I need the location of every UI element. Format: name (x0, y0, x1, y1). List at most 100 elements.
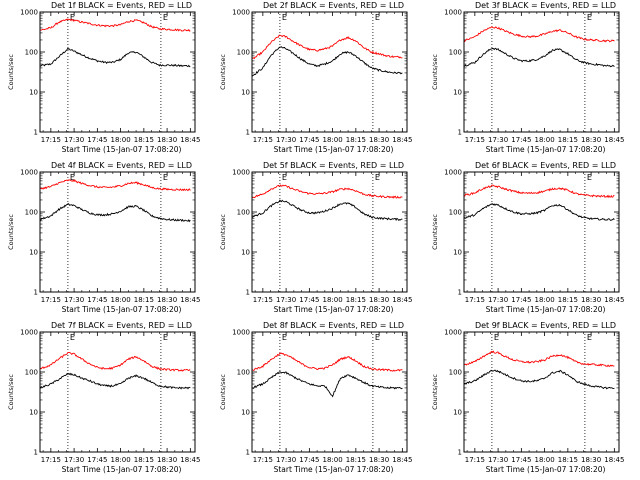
y-tick-label: 10 (453, 409, 462, 417)
plot-frame (463, 171, 620, 293)
y-tick-label: 1000 (232, 169, 250, 177)
event-marker-label: E (375, 333, 380, 342)
x-tick-label: 18:00 (535, 456, 555, 464)
x-tick-label: 18:00 (111, 296, 131, 304)
y-tick-label: 10 (29, 89, 38, 97)
lld-series-line (39, 179, 191, 192)
x-tick-label: 18:15 (134, 136, 154, 144)
events-series-line (463, 203, 615, 221)
plot-frame (463, 11, 620, 133)
event-marker-label: E (587, 333, 592, 342)
y-axis-label: Counts/sec (219, 54, 227, 90)
x-tick-label: 17:15 (41, 136, 61, 144)
events-series-line (39, 372, 191, 390)
y-tick-label: 100 (449, 209, 462, 217)
y-tick-label: 1 (246, 449, 250, 457)
event-marker-label: E (70, 173, 75, 182)
x-tick-label: 17:15 (465, 296, 485, 304)
x-tick-label: 17:30 (64, 296, 84, 304)
y-tick-label: 100 (449, 49, 462, 57)
x-axis-label: Start Time (15-Jan-07 17:08:20) (62, 305, 182, 314)
event-marker-label: E (163, 333, 168, 342)
y-tick-label: 1 (34, 129, 38, 137)
events-series-line (39, 203, 191, 223)
detector-panel-3: Det 3f BLACK = Events, RED = LLD Counts/s… (431, 1, 624, 154)
y-tick-label: 100 (237, 369, 250, 377)
x-axis-label: Start Time (15-Jan-07 17:08:20) (274, 305, 394, 314)
lld-series-line (463, 350, 615, 367)
x-tick-label: 18:30 (157, 456, 177, 464)
lld-series-line (251, 352, 403, 372)
x-axis-label: Start Time (15-Jan-07 17:08:20) (486, 145, 606, 154)
y-tick-label: 1 (458, 289, 462, 297)
x-tick-label: 18:30 (157, 296, 177, 304)
plot-frame (251, 171, 408, 293)
x-tick-label: 17:45 (87, 296, 107, 304)
detector-panel-9: Det 9f BLACK = Events, RED = LLD Counts/s… (431, 321, 624, 474)
events-series-line (463, 47, 615, 68)
x-tick-label: 18:00 (323, 296, 343, 304)
event-marker-label: E (494, 173, 499, 182)
event-marker-label: E (282, 173, 287, 182)
x-tick-label: 18:30 (369, 296, 389, 304)
y-tick-label: 1 (246, 289, 250, 297)
event-marker-label: E (163, 173, 168, 182)
x-tick-label: 17:30 (488, 456, 508, 464)
x-tick-label: 18:00 (535, 296, 555, 304)
x-tick-label: 18:30 (581, 456, 601, 464)
panel-title: Det 9f BLACK = Events, RED = LLD (475, 321, 616, 330)
x-tick-label: 18:15 (558, 136, 578, 144)
events-series-line (251, 46, 403, 77)
y-axis-label: Counts/sec (219, 214, 227, 250)
x-tick-label: 18:15 (134, 456, 154, 464)
y-tick-label: 1000 (20, 9, 38, 17)
event-marker-label: E (163, 13, 168, 22)
x-tick-label: 18:15 (346, 456, 366, 464)
x-tick-label: 17:15 (253, 456, 273, 464)
x-tick-label: 18:15 (346, 136, 366, 144)
y-tick-label: 1000 (232, 329, 250, 337)
x-tick-label: 18:45 (392, 456, 412, 464)
x-tick-label: 17:30 (64, 456, 84, 464)
x-tick-label: 17:30 (488, 136, 508, 144)
y-tick-label: 100 (25, 369, 38, 377)
x-tick-label: 18:15 (558, 296, 578, 304)
x-tick-label: 18:45 (604, 456, 624, 464)
x-tick-label: 18:00 (535, 136, 555, 144)
y-tick-label: 10 (29, 249, 38, 257)
lld-series-line (39, 18, 191, 32)
panel-title: Det 7f BLACK = Events, RED = LLD (51, 321, 192, 330)
x-tick-label: 18:30 (581, 296, 601, 304)
event-marker-label: E (494, 333, 499, 342)
x-tick-label: 18:45 (604, 296, 624, 304)
y-tick-label: 1 (246, 129, 250, 137)
x-tick-label: 18:15 (346, 296, 366, 304)
y-axis-label: Counts/sec (219, 374, 227, 410)
x-tick-label: 18:45 (180, 136, 200, 144)
lld-series-line (39, 351, 191, 372)
y-tick-label: 1 (34, 289, 38, 297)
x-tick-label: 18:00 (323, 456, 343, 464)
lld-series-line (251, 34, 403, 60)
detector-panel-7: Det 7f BLACK = Events, RED = LLD Counts/s… (7, 321, 200, 474)
panel-title: Det 2f BLACK = Events, RED = LLD (263, 1, 404, 10)
y-axis-label: Counts/sec (7, 214, 15, 250)
events-series-line (251, 199, 403, 222)
lld-series-line (251, 184, 403, 199)
y-tick-label: 1000 (444, 329, 462, 337)
x-tick-label: 18:45 (180, 296, 200, 304)
y-axis-label: Counts/sec (431, 374, 439, 410)
x-axis-label: Start Time (15-Jan-07 17:08:20) (62, 145, 182, 154)
event-marker-label: E (587, 13, 592, 22)
x-tick-label: 18:30 (369, 456, 389, 464)
y-tick-label: 1000 (444, 9, 462, 17)
x-tick-label: 17:30 (276, 296, 296, 304)
x-tick-label: 17:45 (511, 296, 531, 304)
plot-frame (251, 331, 408, 453)
x-tick-label: 17:15 (41, 296, 61, 304)
x-tick-label: 18:45 (604, 136, 624, 144)
x-axis-label: Start Time (15-Jan-07 17:08:20) (486, 305, 606, 314)
panel-title: Det 5f BLACK = Events, RED = LLD (263, 161, 404, 170)
x-tick-label: 17:45 (87, 456, 107, 464)
